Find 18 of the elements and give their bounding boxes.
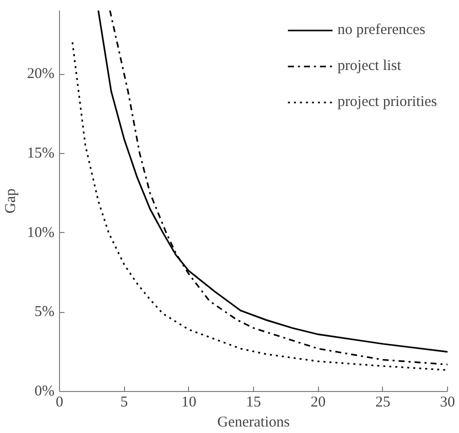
x-axis-title: Generations	[217, 414, 290, 430]
x-tick-label: 15	[246, 394, 261, 410]
y-tick-label: 5%	[34, 304, 55, 320]
legend-label: project list	[337, 58, 402, 74]
line-series	[72, 41, 448, 371]
y-axis-title: Gap	[3, 188, 20, 214]
x-tick-label: 10	[181, 394, 196, 410]
x-tick-label: 25	[375, 394, 390, 410]
y-tick-label: 20%	[27, 66, 55, 82]
x-tick-label: 30	[440, 394, 455, 410]
x-tick-label: 5	[120, 394, 128, 410]
legend-label: project priorities	[337, 94, 437, 110]
y-tick-label: 0%	[34, 384, 55, 400]
x-tick-label: 20	[310, 394, 326, 410]
y-tick-label: 10%	[27, 224, 55, 241]
legend-label: no preferences	[337, 22, 426, 38]
y-tick-label: 15%	[27, 145, 55, 162]
x-tick-label: 0	[56, 394, 64, 410]
